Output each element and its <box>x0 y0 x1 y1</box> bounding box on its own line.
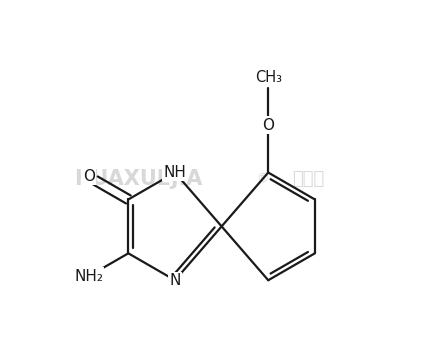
Text: N: N <box>169 273 181 288</box>
Text: O: O <box>262 118 274 133</box>
Text: CH₃: CH₃ <box>255 70 282 85</box>
Text: ®: ® <box>256 173 268 185</box>
Text: 化学加: 化学加 <box>292 170 324 188</box>
Text: HUAXUEJIA: HUAXUEJIA <box>74 169 202 189</box>
Text: NH: NH <box>164 165 187 180</box>
Text: O: O <box>83 169 95 184</box>
Text: NH₂: NH₂ <box>74 269 103 284</box>
